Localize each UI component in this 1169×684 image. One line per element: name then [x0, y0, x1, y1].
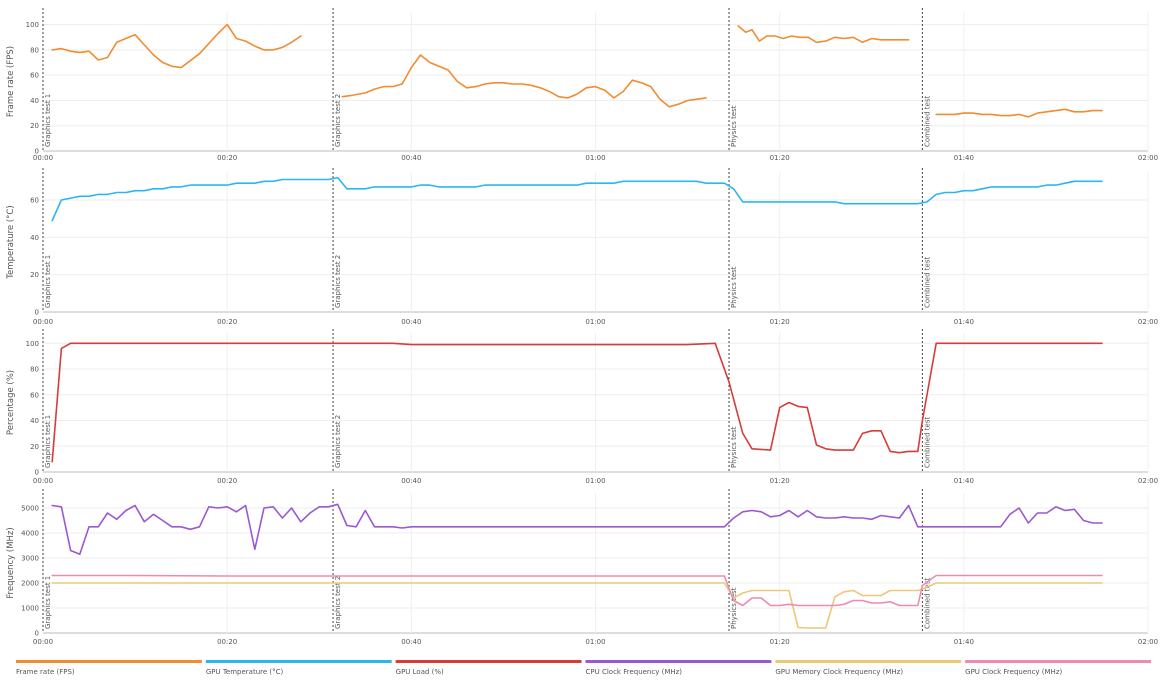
legend-swatch-cpu-clock[interactable] — [585, 660, 772, 663]
y-tick-label: 100 — [26, 340, 39, 348]
y-tick-label: 40 — [30, 417, 39, 425]
y-tick-label: 0 — [35, 630, 39, 638]
legend-label-temp[interactable]: GPU Temperature (°C) — [206, 668, 284, 676]
x-tick-label: 02:00 — [1138, 154, 1158, 162]
y-axis-title: Temperature (°C) — [6, 205, 16, 279]
x-tick-label: 00:00 — [33, 318, 53, 326]
x-tick-label: 00:20 — [217, 638, 237, 646]
legend-label-gpu-clock[interactable]: GPU Clock Frequency (MHz) — [965, 668, 1062, 676]
test-marker-label: Physics test — [730, 587, 738, 629]
x-tick-label: 00:40 — [401, 477, 421, 485]
y-tick-label: 20 — [30, 122, 39, 130]
x-tick-label: 01:00 — [585, 154, 605, 162]
y-tick-label: 4000 — [21, 530, 39, 538]
x-tick-label: 01:00 — [585, 638, 605, 646]
x-tick-label: 01:20 — [770, 477, 790, 485]
y-tick-label: 40 — [30, 97, 39, 105]
x-tick-label: 00:20 — [217, 477, 237, 485]
test-marker-label: Physics test — [730, 266, 738, 308]
test-marker-label: Graphics test 2 — [334, 576, 342, 629]
y-tick-label: 40 — [30, 234, 39, 242]
series-line-fps — [341, 54, 707, 108]
y-axis-title: Frame rate (FPS) — [6, 46, 16, 117]
y-tick-label: 3000 — [21, 555, 39, 563]
legend-label-gpu-load[interactable]: GPU Load (%) — [396, 668, 444, 676]
test-marker-label: Graphics test 2 — [334, 255, 342, 308]
series-line-temp — [51, 176, 1103, 222]
x-tick-label: 01:40 — [954, 638, 974, 646]
series-line-gpu-mem-clock — [51, 582, 1103, 629]
y-tick-label: 1000 — [21, 605, 39, 613]
x-tick-label: 00:00 — [33, 477, 53, 485]
y-axis-title: Frequency (MHz) — [6, 527, 16, 598]
y-tick-label: 80 — [30, 46, 39, 54]
legend-swatch-gpu-mem-clock[interactable] — [775, 660, 962, 663]
legend-label-cpu-clock[interactable]: CPU Clock Frequency (MHz) — [586, 668, 683, 676]
test-marker-label: Combined test — [923, 578, 931, 629]
x-tick-label: 01:40 — [954, 477, 974, 485]
legend-swatch-gpu-load[interactable] — [395, 660, 582, 663]
legend-swatch-gpu-clock[interactable] — [965, 660, 1151, 663]
x-tick-label: 01:40 — [954, 318, 974, 326]
test-marker-label: Graphics test 1 — [44, 415, 52, 468]
y-tick-label: 0 — [35, 469, 39, 477]
series-line-fps — [935, 108, 1103, 118]
y-tick-label: 20 — [30, 443, 39, 451]
test-marker-label: Physics test — [730, 426, 738, 468]
test-marker-label: Combined test — [923, 257, 931, 308]
test-marker-label: Graphics test 2 — [334, 415, 342, 468]
y-tick-label: 0 — [35, 148, 39, 156]
x-tick-label: 00:00 — [33, 154, 53, 162]
y-tick-label: 0 — [35, 309, 39, 317]
y-tick-label: 60 — [30, 197, 39, 205]
test-marker-label: Graphics test 1 — [44, 94, 52, 147]
test-marker-label: Graphics test 2 — [334, 94, 342, 147]
y-tick-label: 60 — [30, 72, 39, 80]
y-tick-label: 20 — [30, 271, 39, 279]
x-tick-label: 02:00 — [1138, 318, 1158, 326]
x-tick-label: 00:40 — [401, 638, 421, 646]
series-line-fps — [51, 23, 302, 69]
x-tick-label: 01:00 — [585, 477, 605, 485]
series-line-cpu-clock — [51, 503, 1103, 556]
x-tick-label: 00:40 — [401, 154, 421, 162]
series-line-fps — [737, 25, 910, 44]
x-tick-label: 02:00 — [1138, 477, 1158, 485]
y-tick-label: 5000 — [21, 505, 39, 513]
x-tick-label: 01:40 — [954, 154, 974, 162]
x-tick-label: 01:20 — [770, 318, 790, 326]
test-marker-label: Graphics test 1 — [44, 576, 52, 629]
legend-label-gpu-mem-clock[interactable]: GPU Memory Clock Frequency (MHz) — [775, 668, 903, 676]
series-line-gpu-load — [51, 342, 1103, 463]
test-marker-label: Physics test — [730, 105, 738, 147]
test-marker-label: Combined test — [923, 417, 931, 468]
x-tick-label: 01:20 — [770, 154, 790, 162]
test-marker-label: Graphics test 1 — [44, 255, 52, 308]
y-tick-label: 80 — [30, 366, 39, 374]
y-tick-label: 60 — [30, 391, 39, 399]
x-tick-label: 00:00 — [33, 638, 53, 646]
x-tick-label: 00:20 — [217, 318, 237, 326]
series-line-gpu-clock — [51, 574, 1103, 607]
legend-swatch-temp[interactable] — [205, 660, 392, 663]
legend-swatch-fps[interactable] — [16, 660, 202, 663]
x-tick-label: 00:20 — [217, 154, 237, 162]
y-tick-label: 100 — [26, 21, 39, 29]
legend-label-fps[interactable]: Frame rate (FPS) — [16, 668, 75, 676]
x-tick-label: 00:40 — [401, 318, 421, 326]
x-tick-label: 01:00 — [585, 318, 605, 326]
y-tick-label: 2000 — [21, 580, 39, 588]
y-axis-title: Percentage (%) — [6, 370, 16, 435]
x-tick-label: 01:20 — [770, 638, 790, 646]
test-marker-label: Combined test — [923, 96, 931, 147]
x-tick-label: 02:00 — [1138, 638, 1158, 646]
